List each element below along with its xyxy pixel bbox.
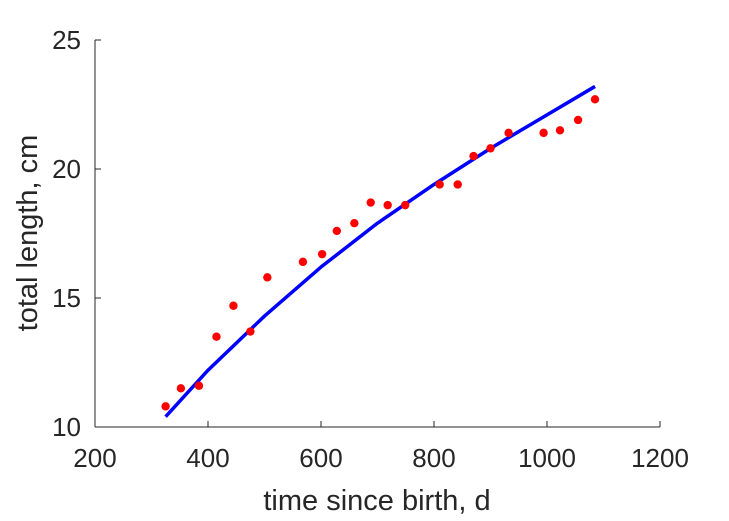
x-tick-label: 1200: [631, 443, 689, 473]
x-tick-label: 600: [299, 443, 342, 473]
y-tick-label: 20: [52, 154, 81, 184]
y-tick-label: 25: [52, 25, 81, 55]
plot-area: [94, 40, 660, 428]
x-tick-label: 200: [73, 443, 116, 473]
data-point: [229, 301, 238, 310]
data-point: [194, 381, 204, 390]
data-point: [590, 95, 600, 104]
data-point: [350, 218, 359, 228]
y-axis-ticks: 10 15 20 25: [52, 25, 101, 442]
data-point: [366, 198, 375, 207]
fit-curve: [164, 84, 596, 418]
data-point: [263, 273, 272, 282]
data-point: [539, 128, 548, 138]
y-axis-title: total length, cm: [12, 135, 44, 332]
x-axis-ticks: 200 400 600 800 1000 1200: [73, 421, 689, 473]
data-point: [469, 151, 478, 161]
data-point: [486, 144, 495, 153]
data-point: [435, 180, 444, 189]
data-point: [317, 249, 327, 259]
data-point: [573, 115, 583, 125]
data-point: [212, 332, 221, 341]
data-point: [298, 257, 308, 267]
data-point: [161, 402, 170, 411]
data-point: [332, 226, 342, 236]
data-point: [383, 200, 392, 210]
x-axis-title: time since birth, d: [263, 485, 490, 517]
data-point: [504, 128, 513, 138]
data-point: [453, 180, 462, 189]
x-tick-label: 400: [186, 443, 229, 473]
data-point: [400, 200, 410, 210]
x-tick-label: 800: [412, 443, 455, 473]
data-points-series: [161, 95, 600, 411]
y-tick-label: 15: [52, 283, 81, 313]
fit-curve-series: [164, 84, 596, 418]
y-tick-label: 10: [52, 412, 81, 442]
data-point: [246, 327, 255, 336]
x-tick-label: 1000: [518, 443, 576, 473]
data-point: [555, 126, 565, 135]
data-point: [176, 384, 186, 393]
